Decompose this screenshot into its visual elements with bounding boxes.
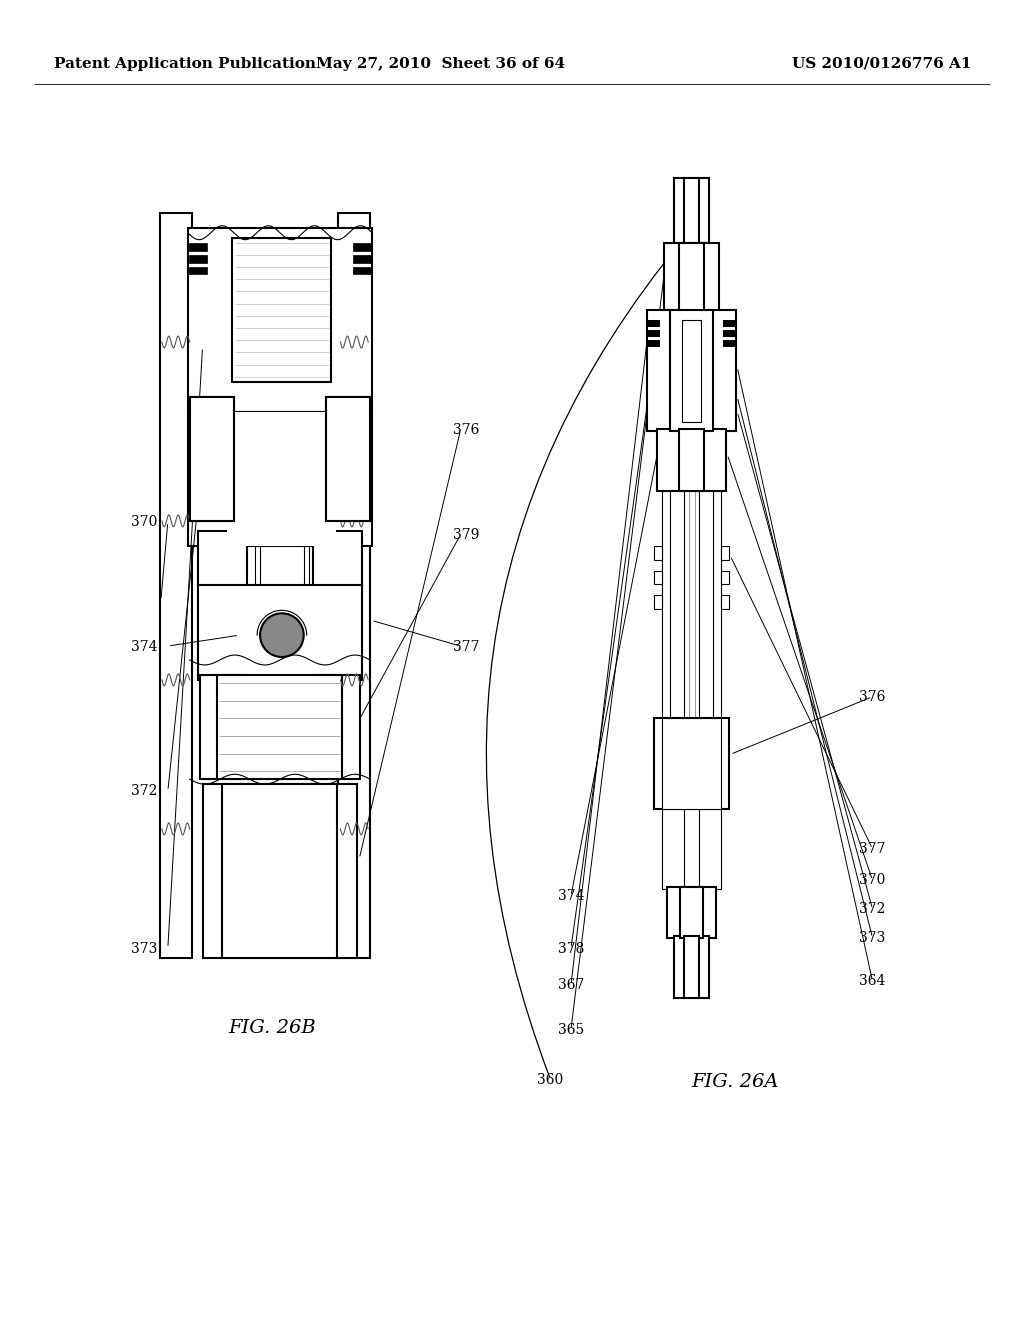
Bar [723, 341, 735, 347]
Text: 376: 376 [859, 690, 886, 704]
Bar [679, 429, 705, 491]
Text: 367: 367 [558, 978, 584, 993]
Text: 360: 360 [538, 1073, 564, 1086]
Bar [222, 784, 338, 958]
Bar [188, 255, 207, 263]
Bar [679, 243, 705, 313]
Bar [674, 936, 710, 998]
Bar [714, 490, 721, 719]
Bar [189, 397, 234, 521]
Bar [326, 397, 370, 521]
Bar [198, 586, 362, 680]
Bar [654, 545, 662, 560]
Bar [662, 807, 721, 888]
Bar [203, 784, 357, 958]
Bar [684, 936, 699, 998]
Text: 376: 376 [453, 424, 479, 437]
Text: Patent Application Publication: Patent Application Publication [53, 57, 315, 71]
Bar [656, 429, 726, 491]
Text: 379: 379 [453, 528, 479, 543]
Bar [647, 310, 736, 432]
Bar [312, 531, 362, 590]
Bar [353, 243, 371, 251]
Text: 370: 370 [131, 515, 158, 529]
Bar [160, 213, 191, 958]
Bar [654, 718, 729, 809]
Text: 365: 365 [558, 1023, 584, 1038]
Text: FIG. 26B: FIG. 26B [228, 1019, 315, 1036]
Text: 373: 373 [859, 931, 886, 945]
Bar [662, 490, 670, 719]
Circle shape [260, 614, 304, 657]
Bar [245, 587, 318, 678]
Text: 372: 372 [131, 784, 158, 799]
Bar [682, 321, 701, 421]
Bar [721, 545, 729, 560]
Text: May 27, 2010  Sheet 36 of 64: May 27, 2010 Sheet 36 of 64 [316, 57, 565, 71]
Bar [680, 887, 703, 939]
Bar [674, 178, 710, 243]
Bar [188, 267, 207, 275]
Bar [654, 595, 662, 610]
Bar [648, 330, 659, 337]
Bar [353, 267, 371, 275]
Bar [353, 255, 371, 263]
Text: 373: 373 [131, 941, 158, 956]
Bar [217, 675, 342, 779]
Bar [187, 228, 372, 412]
Bar [227, 412, 337, 545]
Bar [648, 341, 659, 347]
Bar [232, 238, 332, 381]
Bar [723, 321, 735, 327]
Bar [723, 330, 735, 337]
Bar [198, 531, 247, 590]
Bar [670, 310, 714, 432]
Bar [667, 887, 717, 939]
Bar [662, 718, 721, 809]
Text: 374: 374 [131, 640, 158, 653]
Bar [648, 321, 659, 327]
Text: 377: 377 [453, 640, 479, 653]
Text: 364: 364 [859, 974, 886, 989]
Text: FIG. 26A: FIG. 26A [691, 1073, 779, 1092]
Text: 374: 374 [558, 890, 584, 903]
Bar [189, 397, 234, 521]
Bar [684, 178, 699, 243]
Text: US 2010/0126776 A1: US 2010/0126776 A1 [792, 57, 971, 71]
Text: 372: 372 [859, 902, 886, 916]
Bar [188, 243, 207, 251]
Bar [338, 213, 370, 958]
Bar [721, 595, 729, 610]
Text: 377: 377 [859, 842, 886, 855]
Text: 378: 378 [558, 941, 584, 956]
Bar [664, 243, 719, 313]
Text: 370: 370 [859, 874, 886, 887]
Bar [200, 675, 360, 779]
Bar [187, 412, 372, 545]
Bar [654, 570, 662, 585]
Bar [721, 570, 729, 585]
Bar [326, 397, 370, 521]
